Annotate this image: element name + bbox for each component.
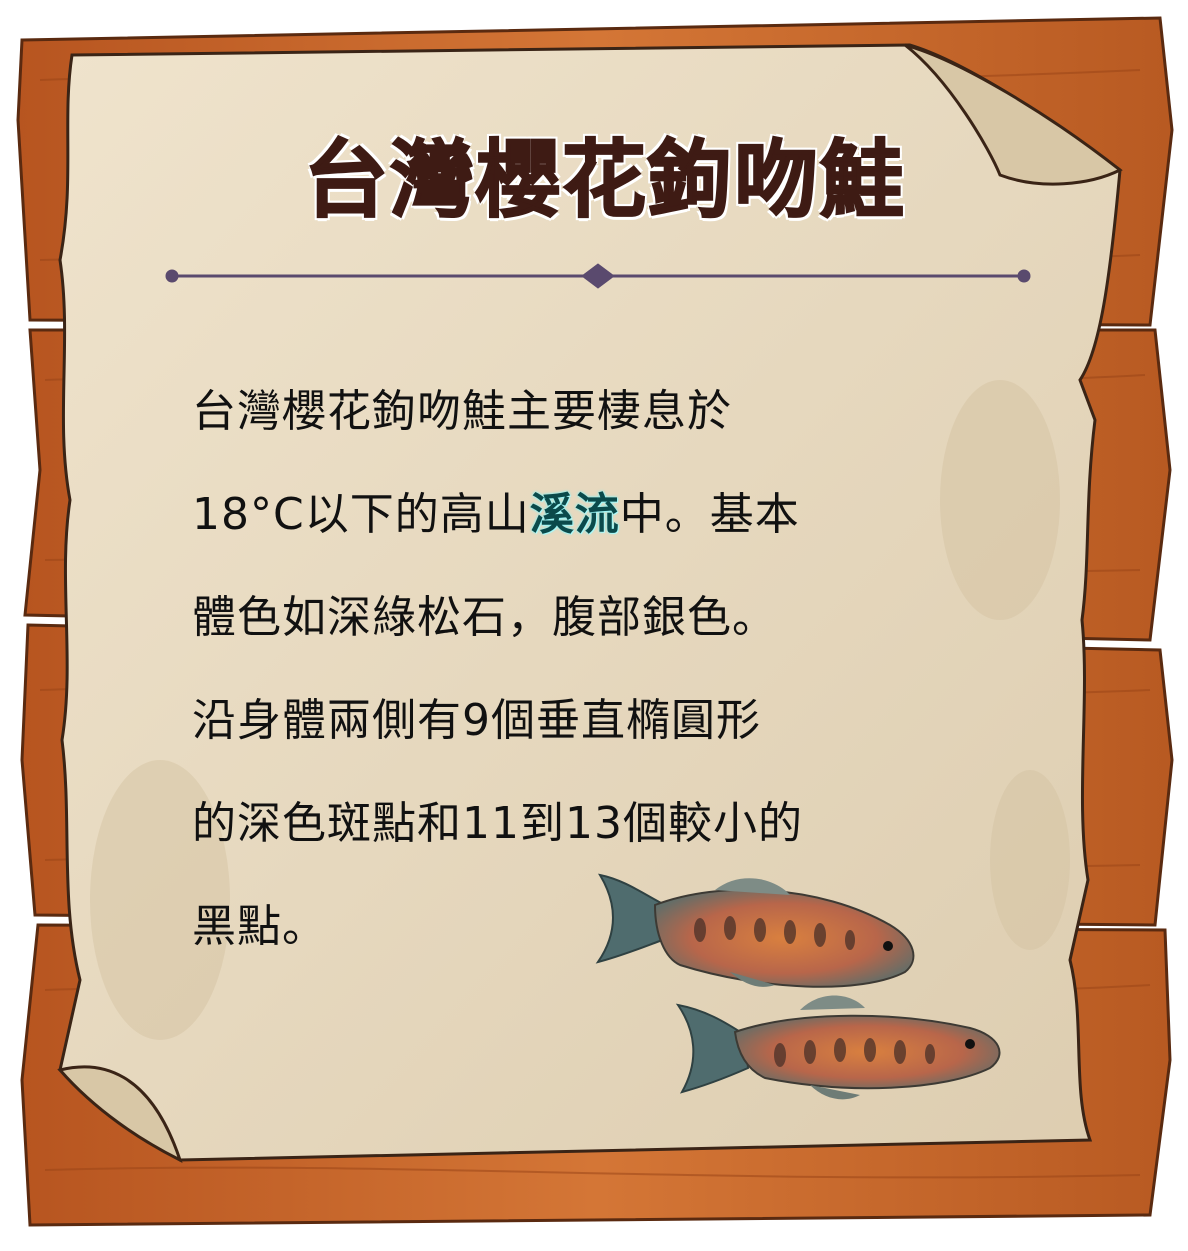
- body-line-3: 體色如深綠松石，腹部銀色。: [192, 592, 777, 643]
- body-line-5: 的深色斑點和11到13個較小的: [192, 798, 803, 849]
- body-line-2: 18°C以下的高山溪流中。基本: [192, 463, 982, 566]
- card-title: 台灣櫻花鉤吻鮭: [303, 130, 906, 230]
- body-line-1: 台灣櫻花鉤吻鮭主要棲息於: [192, 386, 732, 437]
- body-line-6: 黑點。: [192, 901, 327, 952]
- parchment-scroll: [58, 43, 1122, 1162]
- body-line-4: 沿身體兩側有9個垂直橢圓形: [192, 695, 761, 746]
- body-line-2-pre: 18°C以下的高山: [192, 489, 530, 540]
- divider-ornament: [165, 263, 1031, 289]
- salmon-fish-illustration: [595, 873, 1001, 1100]
- body-line-2-post: 中。基本: [619, 489, 800, 540]
- card-body: 台灣櫻花鉤吻鮭主要棲息於 18°C以下的高山溪流中。基本 體色如深綠松石，腹部銀…: [192, 360, 982, 978]
- highlight-keyword: 溪流: [529, 489, 620, 540]
